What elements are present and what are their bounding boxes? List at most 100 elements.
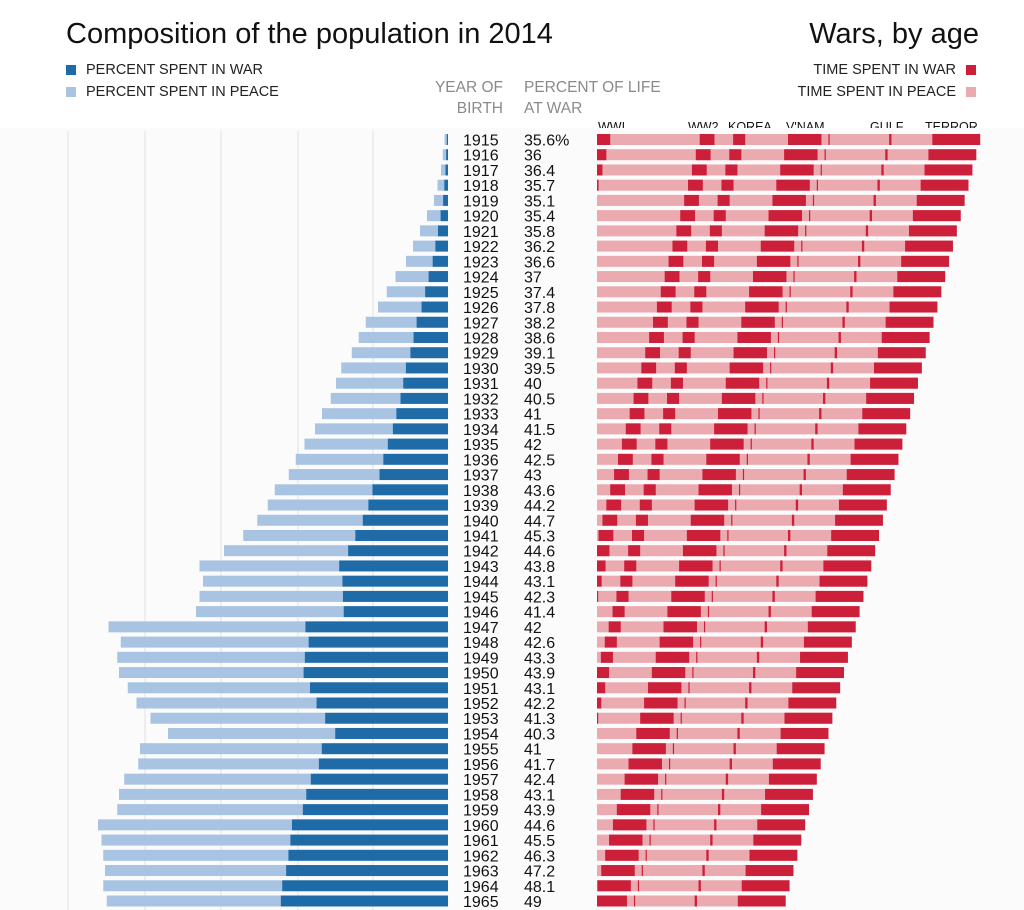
peace-bar-1935 (304, 438, 388, 450)
year-label-1956: 1956 (463, 757, 499, 774)
war-segment-6-1919 (916, 194, 965, 206)
peace-bar-1956 (138, 758, 319, 770)
life-peace-1964 (597, 880, 790, 892)
percent-label-1958: 43.1 (524, 787, 555, 804)
year-label-1924: 1924 (463, 270, 499, 287)
year-label-1946: 1946 (463, 605, 499, 622)
war-segment-6-1915 (932, 134, 981, 145)
war-segment-1-1935 (621, 438, 637, 450)
war-segment-3-1917 (780, 164, 814, 176)
year-label-1915: 1915 (463, 133, 499, 150)
war-bar-1953 (325, 712, 448, 724)
war-segment-4-1946 (707, 606, 710, 618)
life-peace-1939 (597, 499, 887, 511)
war-segment-4-1915 (828, 134, 830, 145)
war-segment-2-1929 (678, 347, 691, 359)
war-segment-6-1939 (838, 499, 887, 511)
war-segment-4-1958 (661, 788, 663, 800)
war-segment-4-1949 (696, 651, 698, 663)
war-segment-2-1920 (713, 210, 726, 222)
war-segment-2-1952 (597, 697, 602, 709)
year-label-1926: 1926 (463, 300, 499, 317)
war-segment-1-1943 (597, 560, 606, 572)
war-segment-6-1951 (792, 682, 841, 694)
war-segment-6-1943 (823, 560, 872, 572)
war-segment-1-1930 (641, 362, 657, 374)
year-label-1949: 1949 (463, 650, 499, 667)
war-segment-3-1919 (772, 194, 806, 206)
war-segment-3-1959 (616, 804, 651, 816)
percent-label-1947: 42 (524, 620, 542, 637)
war-bar-1933 (396, 408, 448, 420)
peace-bar-1963 (105, 865, 287, 877)
life-peace-1941 (597, 529, 880, 541)
war-segment-2-1950 (597, 667, 610, 679)
year-label-1916: 1916 (463, 148, 499, 165)
life-peace-1940 (597, 514, 883, 526)
peace-bar-1960 (98, 819, 292, 831)
percent-label-1930: 39.5 (524, 361, 555, 378)
year-label-1942: 1942 (463, 544, 499, 561)
war-segment-6-1959 (761, 804, 810, 816)
war-segment-6-1933 (862, 408, 911, 420)
war-bar-1918 (444, 179, 448, 191)
war-segment-6-1947 (807, 621, 856, 633)
war-segment-1-1925 (660, 286, 676, 298)
life-peace-1953 (597, 712, 833, 724)
war-segment-5-1931 (826, 377, 830, 389)
peace-bar-1923 (406, 255, 433, 267)
peace-bar-1931 (336, 377, 404, 389)
war-segment-5-1938 (799, 484, 803, 496)
war-segment-3-1921 (764, 225, 799, 237)
percent-label-1951: 43.1 (524, 681, 555, 698)
war-segment-5-1915 (889, 134, 892, 145)
war-segment-3-1963 (601, 865, 635, 877)
war-bar-1941 (355, 529, 448, 541)
war-segment-6-1927 (885, 316, 934, 328)
peace-bar-1919 (434, 194, 444, 206)
war-segment-5-1949 (756, 651, 760, 663)
war-segment-0-1916 (597, 149, 607, 161)
war-segment-2-1931 (670, 377, 683, 389)
war-bar-1920 (440, 210, 448, 222)
war-segment-5-1919 (873, 194, 876, 206)
war-segment-6-1946 (811, 606, 860, 618)
peace-bar-1929 (351, 347, 411, 359)
year-header-line1: YEAR OF (434, 79, 503, 96)
war-bar-1948 (308, 636, 448, 648)
war-segment-6-1940 (835, 514, 883, 526)
percent-label-1927: 38.2 (524, 315, 555, 332)
war-segment-3-1942 (682, 545, 717, 557)
legend-war-item: PERCENT SPENT IN WAR (66, 62, 263, 78)
war-segment-6-1941 (831, 529, 880, 541)
percent-label-1935: 42 (524, 437, 542, 454)
war-bar-1928 (413, 331, 448, 343)
percent-label-1944: 43.1 (524, 574, 555, 591)
war-bar-1925 (425, 286, 448, 298)
war-segment-6-1945 (815, 590, 864, 602)
war-bar-1944 (342, 575, 448, 587)
war-segment-6-1916 (928, 149, 977, 161)
war-segment-6-1930 (873, 362, 922, 374)
war-segment-6-1944 (819, 575, 868, 587)
year-label-1964: 1964 (463, 879, 499, 896)
peace-bar-1965 (106, 895, 281, 907)
war-segment-2-1939 (639, 499, 652, 511)
year-label-1963: 1963 (463, 864, 499, 881)
year-label-1940: 1940 (463, 513, 499, 530)
war-segment-5-1918 (877, 179, 880, 191)
war-segment-2-1940 (635, 514, 648, 526)
war-segment-1-1917 (691, 164, 707, 176)
war-segment-2-1924 (698, 271, 711, 283)
war-segment-2-1917 (725, 164, 738, 176)
war-segment-1-1940 (602, 514, 618, 526)
peace-bar-1961 (101, 834, 291, 846)
war-segment-6-1924 (897, 271, 946, 283)
war-segment-6-1964 (741, 880, 790, 892)
year-label-1945: 1945 (463, 589, 499, 606)
war-segment-4-1953 (680, 712, 682, 724)
life-peace-1961 (597, 834, 802, 846)
percent-label-1946: 41.4 (524, 605, 555, 622)
year-label-1923: 1923 (463, 254, 499, 271)
percent-label-1929: 39.1 (524, 346, 555, 363)
